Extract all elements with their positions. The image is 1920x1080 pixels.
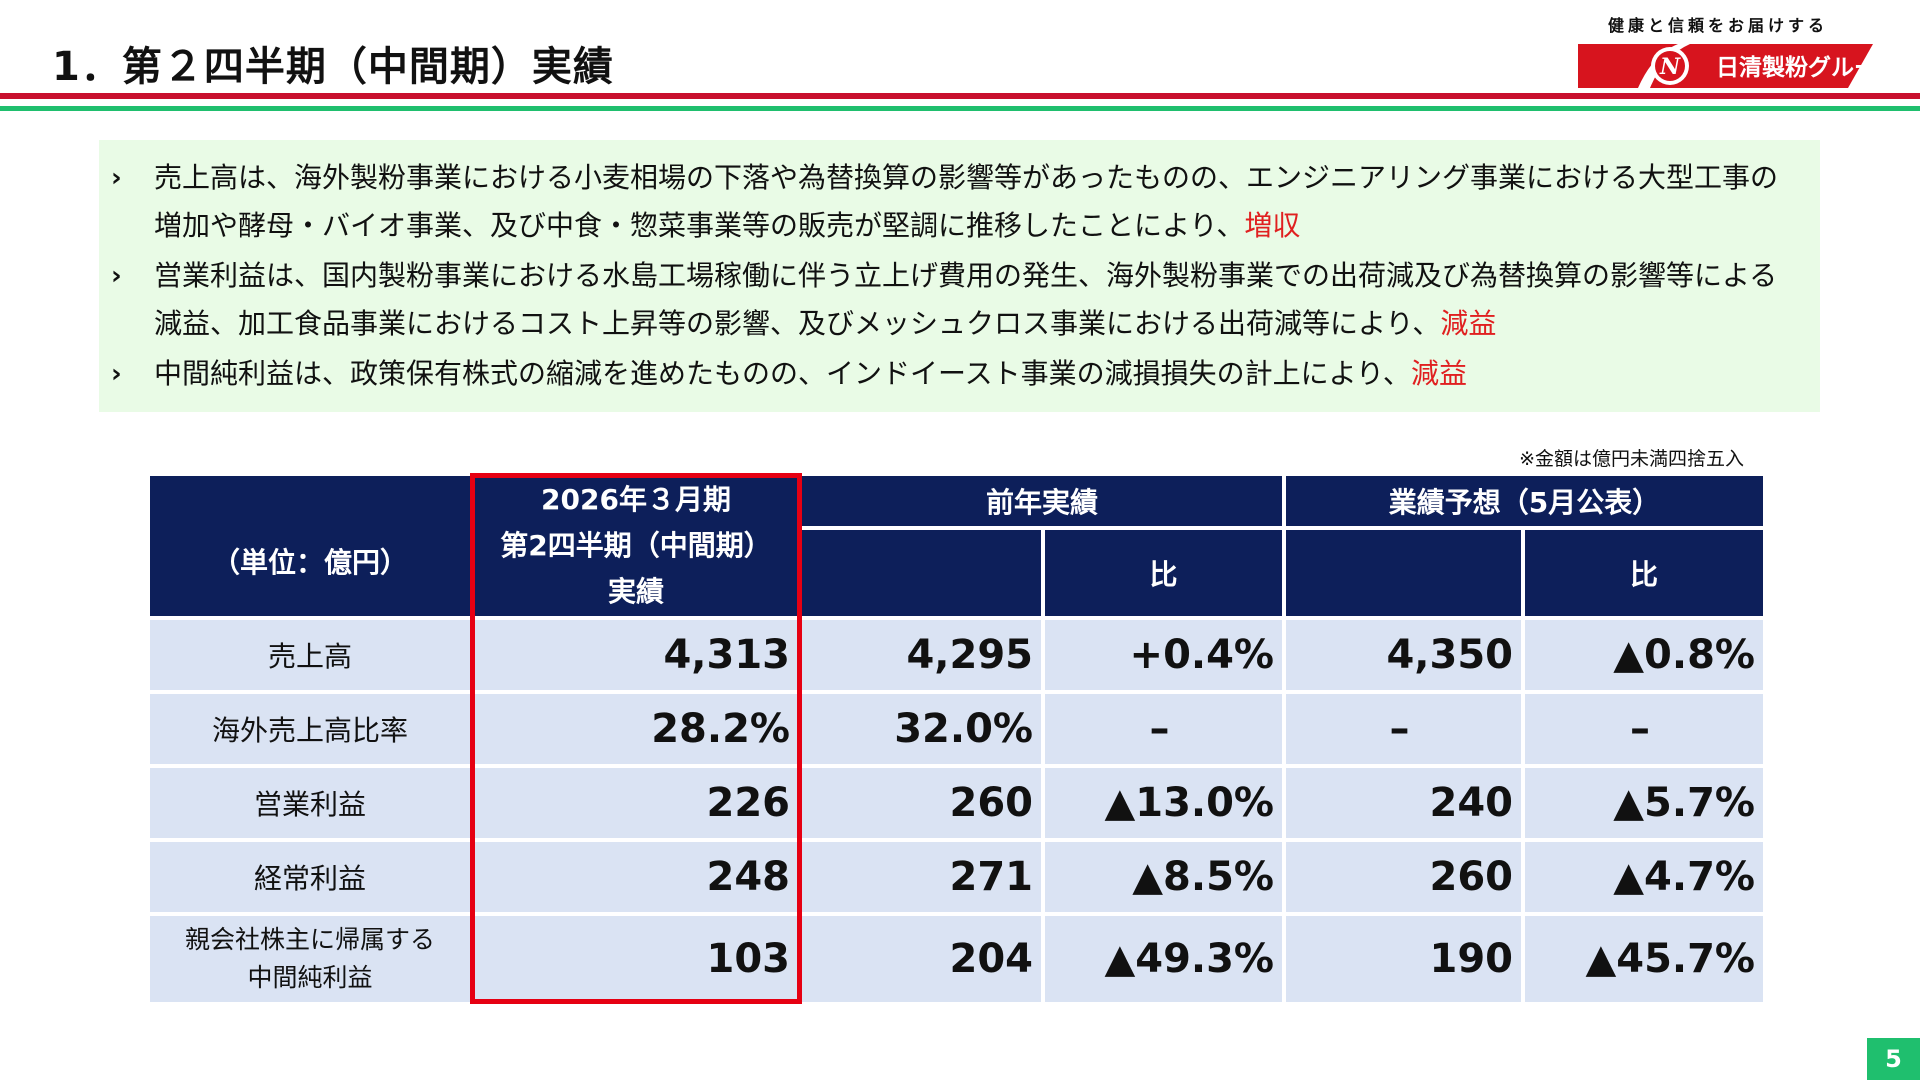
- header-line: 第2四半期（中間期）: [500, 529, 772, 562]
- forecast-ratio: ▲45.7%: [1525, 916, 1763, 1002]
- current-period-header: 2026年３月期 第2四半期（中間期） 実績: [474, 476, 798, 616]
- page-title: 1．第２四半期（中間期）実績: [52, 44, 614, 90]
- forecast-value-header: [1286, 530, 1521, 616]
- unit-header: （単位：億円）: [150, 476, 470, 616]
- forecast-value: 4,350: [1286, 620, 1521, 690]
- bullet-highlight: 増収: [1244, 209, 1301, 242]
- header-line: 実績: [607, 575, 664, 608]
- summary-box: › 売上高は、海外製粉事業における小麦相場の下落や為替換算の影響等があったものの…: [99, 140, 1820, 412]
- prev-value: 271: [802, 842, 1041, 912]
- prev-value-header: [802, 530, 1041, 616]
- bullet-text: 売上高は、海外製粉事業における小麦相場の下落や為替換算の影響等があったものの、エ…: [154, 161, 1779, 242]
- prev-ratio: ▲49.3%: [1045, 916, 1282, 1002]
- prev-value: 260: [802, 768, 1041, 838]
- bullet-highlight: 減益: [1440, 307, 1497, 340]
- forecast-ratio: –: [1525, 694, 1763, 764]
- forecast-value: –: [1286, 694, 1521, 764]
- chevron-right-icon: ›: [111, 359, 122, 389]
- prev-value: 204: [802, 916, 1041, 1002]
- svg-text:N: N: [1659, 54, 1681, 80]
- bullet-text: 営業利益は、国内製粉事業における水島工場稼働に伴う立上げ費用の発生、海外製粉事業…: [154, 259, 1778, 340]
- row-label: 経常利益: [150, 842, 470, 912]
- current-value: 28.2%: [474, 694, 798, 764]
- row-label: 親会社株主に帰属する 中間純利益: [150, 916, 470, 1002]
- prev-value: 32.0%: [802, 694, 1041, 764]
- table-row: 海外売上高比率 28.2% 32.0% – – –: [150, 694, 1763, 764]
- row-label: 営業利益: [150, 768, 470, 838]
- table-row: 親会社株主に帰属する 中間純利益 103 204 ▲49.3% 190 ▲45.7%: [150, 916, 1763, 1002]
- header-rule-green: [0, 106, 1920, 111]
- header-rule-red: [0, 93, 1920, 99]
- bullet-text: 中間純利益は、政策保有株式の縮減を進めたものの、インドイースト事業の減損損失の計…: [154, 357, 1411, 390]
- header-line: 2026年３月期: [541, 483, 731, 516]
- table-row: 経常利益 248 271 ▲8.5% 260 ▲4.7%: [150, 842, 1763, 912]
- nisshin-seifun-logo: N 日清製粉グループ: [1578, 44, 1873, 88]
- prev-ratio-header: 比: [1045, 530, 1282, 616]
- forecast-ratio: ▲5.7%: [1525, 768, 1763, 838]
- results-table: （単位：億円） 2026年３月期 第2四半期（中間期） 実績 前年実績 業績予想…: [146, 472, 1767, 1006]
- forecast-value: 190: [1286, 916, 1521, 1002]
- rounding-note: ※金額は億円未満四捨五入: [1519, 448, 1744, 470]
- prev-ratio: –: [1045, 694, 1282, 764]
- forecast-header: 業績予想（5月公表）: [1286, 476, 1763, 526]
- forecast-value: 240: [1286, 768, 1521, 838]
- prev-value: 4,295: [802, 620, 1041, 690]
- chevron-right-icon: ›: [111, 261, 122, 291]
- current-value: 226: [474, 768, 798, 838]
- chevron-right-icon: ›: [111, 163, 122, 193]
- prev-ratio: +0.4%: [1045, 620, 1282, 690]
- forecast-ratio: ▲0.8%: [1525, 620, 1763, 690]
- forecast-ratio: ▲4.7%: [1525, 842, 1763, 912]
- row-label: 売上高: [150, 620, 470, 690]
- bullet-highlight: 減益: [1410, 357, 1467, 390]
- table-row: 営業利益 226 260 ▲13.0% 240 ▲5.7%: [150, 768, 1763, 838]
- prev-year-header: 前年実績: [802, 476, 1282, 526]
- forecast-ratio-header: 比: [1525, 530, 1763, 616]
- page-number: 5: [1867, 1038, 1920, 1080]
- current-value: 248: [474, 842, 798, 912]
- prev-ratio: ▲13.0%: [1045, 768, 1282, 838]
- forecast-value: 260: [1286, 842, 1521, 912]
- tagline: 健康と信頼をお届けする: [1608, 16, 1829, 35]
- row-label: 海外売上高比率: [150, 694, 470, 764]
- logo-text: 日清製粉グループ: [1716, 54, 1873, 81]
- current-value: 4,313: [474, 620, 798, 690]
- prev-ratio: ▲8.5%: [1045, 842, 1282, 912]
- table-row: 売上高 4,313 4,295 +0.4% 4,350 ▲0.8%: [150, 620, 1763, 690]
- current-value: 103: [474, 916, 798, 1002]
